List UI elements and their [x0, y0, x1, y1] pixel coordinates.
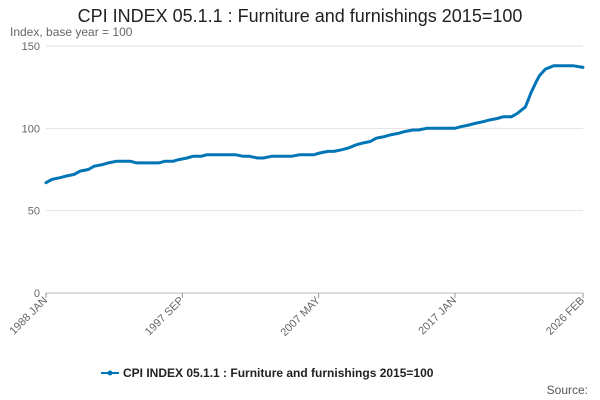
x-tick-label: 2026 FEB: [544, 295, 587, 338]
series-line: [44, 64, 585, 185]
x-tick-label: 2017 JAN: [416, 295, 459, 338]
chart-title: CPI INDEX 05.1.1 : Furniture and furnish…: [77, 6, 523, 26]
source-label: Source:: [546, 383, 588, 397]
legend-swatch-marker: [107, 370, 113, 376]
y-axis-ticks: 0 50 100 150: [22, 41, 40, 300]
chart-subtitle: Index, base year = 100: [10, 25, 133, 39]
y-tick-label: 150: [22, 41, 40, 53]
y-tick-label: 0: [34, 288, 40, 300]
x-tick-label: 1997 SEP: [143, 295, 187, 339]
x-axis-ticks: 1988 JAN 1997 SEP 2007 MAY 2017 JAN 2026 FEB: [7, 293, 587, 339]
y-tick-label: 100: [22, 123, 40, 135]
x-tick-label: 2007 MAY: [278, 294, 323, 339]
grid-lines: [46, 45, 583, 212]
y-tick-label: 50: [28, 206, 40, 218]
x-tick-label: 1988 JAN: [7, 295, 50, 338]
legend-label: CPI INDEX 05.1.1 : Furniture and furnish…: [123, 366, 434, 380]
legend[interactable]: CPI INDEX 05.1.1 : Furniture and furnish…: [101, 366, 434, 380]
